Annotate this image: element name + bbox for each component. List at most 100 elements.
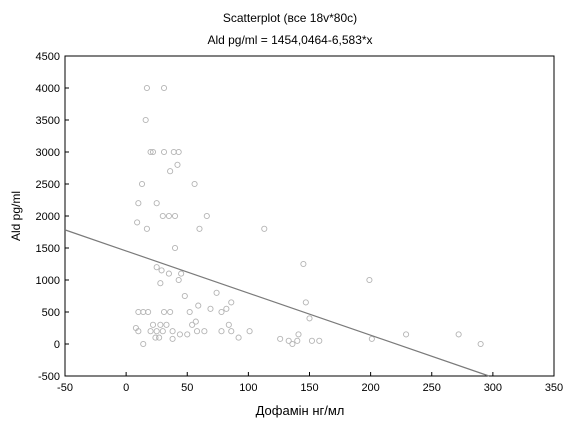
y-tick-label: 1000 — [36, 275, 60, 287]
scatter-point — [159, 212, 166, 220]
scatter-point — [153, 200, 160, 207]
scatter-point — [169, 328, 176, 335]
scatter-point — [163, 321, 170, 328]
y-tick-label: 2000 — [36, 211, 60, 223]
scatter-point — [143, 84, 150, 92]
scatter-point — [196, 225, 203, 232]
scatter-point — [184, 331, 191, 338]
x-tick-label: 350 — [545, 382, 563, 394]
scatter-point — [171, 244, 179, 252]
scatter-point — [193, 328, 201, 335]
y-axis: -500 0 500 1000 1500 2000 2500 3000 3500 4000 4500 — [36, 51, 69, 383]
scatter-point — [195, 302, 202, 309]
x-axis-label: Дофамін нг/мл — [256, 403, 345, 418]
y-axis-label: Ald pg/ml — [9, 191, 23, 241]
scatter-point — [308, 337, 315, 344]
scatter-point — [302, 299, 309, 306]
scatter-point — [261, 225, 268, 232]
scatter-point — [160, 84, 168, 92]
scatter-point — [181, 292, 188, 300]
scatter-point — [135, 200, 142, 207]
plot-area — [64, 55, 555, 377]
scatter-point — [213, 289, 220, 296]
scatter-point — [156, 334, 163, 341]
scatter-point — [285, 337, 292, 344]
scatter-point — [169, 335, 176, 342]
scatter-point — [225, 321, 232, 328]
scatter-point — [138, 180, 146, 188]
x-tick-label: -50 — [57, 382, 73, 394]
scatter-point — [218, 328, 225, 335]
scatter-point — [306, 315, 313, 322]
scatter-point — [165, 270, 172, 277]
x-tick-label: 100 — [239, 382, 257, 394]
scatter-point — [178, 270, 185, 277]
scatter-point — [294, 337, 301, 344]
scatter-point — [153, 264, 160, 271]
scatter-point — [403, 331, 410, 338]
scatter-point — [223, 305, 230, 312]
y-tick-label: 1500 — [36, 243, 60, 255]
x-tick-label: 150 — [300, 382, 318, 394]
scatter-point — [176, 331, 183, 338]
scatter-point — [228, 328, 235, 335]
scatter-point — [171, 212, 179, 220]
data-points — [132, 84, 484, 348]
scatter-point — [455, 331, 462, 338]
y-tick-label: 4500 — [36, 51, 60, 63]
scatter-point — [207, 305, 214, 312]
scatter-point — [289, 340, 296, 348]
x-tick-label: 250 — [423, 382, 441, 394]
scatter-point — [153, 328, 160, 335]
scatter-point — [277, 335, 284, 342]
scatter-point — [316, 337, 323, 344]
scatter-point — [235, 334, 242, 341]
scatter-point — [143, 225, 150, 232]
scatter-point — [159, 328, 166, 335]
x-tick-label: 200 — [361, 382, 379, 394]
scatter-point — [368, 335, 375, 342]
regression-line — [64, 229, 490, 377]
x-axis: -50 0 50 100 150 200 250 300 350 — [57, 372, 563, 394]
y-tick-label: 2500 — [36, 179, 60, 191]
scatter-point — [192, 318, 199, 325]
scatter-point — [186, 308, 193, 316]
scatter-point — [140, 340, 147, 348]
scatter-point — [160, 148, 168, 156]
scatter-point — [147, 148, 154, 156]
scatter-point — [366, 276, 373, 284]
scatter-point — [175, 148, 182, 156]
scatter-point — [134, 219, 141, 226]
scatter-point — [174, 161, 181, 168]
scatter-point — [147, 328, 154, 335]
scatter-point — [175, 276, 182, 284]
scatter-point — [218, 308, 225, 316]
scatter-point — [157, 280, 164, 287]
scatter-point — [191, 180, 198, 188]
scatter-point — [300, 260, 307, 268]
y-tick-label: 0 — [54, 339, 60, 351]
scatter-point — [246, 328, 253, 335]
scatter-point — [142, 116, 149, 124]
y-tick-label: 4000 — [36, 83, 60, 95]
scatter-point — [228, 299, 235, 306]
scatter-point — [295, 331, 302, 338]
scatter-point — [189, 321, 196, 328]
chart-subtitle: Ald pg/ml = 1454,0464-6,583*x — [207, 33, 372, 47]
x-tick-label: 0 — [123, 382, 129, 394]
scatter-point — [167, 168, 174, 175]
scatter-point — [158, 267, 165, 274]
y-tick-label: 3000 — [36, 147, 60, 159]
x-tick-label: 50 — [181, 382, 193, 394]
scatter-point — [135, 328, 142, 335]
scatter-point — [152, 334, 159, 341]
scatter-point — [160, 308, 168, 316]
scatter-point — [477, 340, 484, 348]
scatter-point — [201, 328, 208, 335]
scatter-point — [203, 212, 210, 220]
x-tick-label: 300 — [484, 382, 502, 394]
scatter-point — [165, 212, 172, 220]
y-tick-label: 500 — [42, 307, 60, 319]
scatter-point — [145, 308, 152, 316]
